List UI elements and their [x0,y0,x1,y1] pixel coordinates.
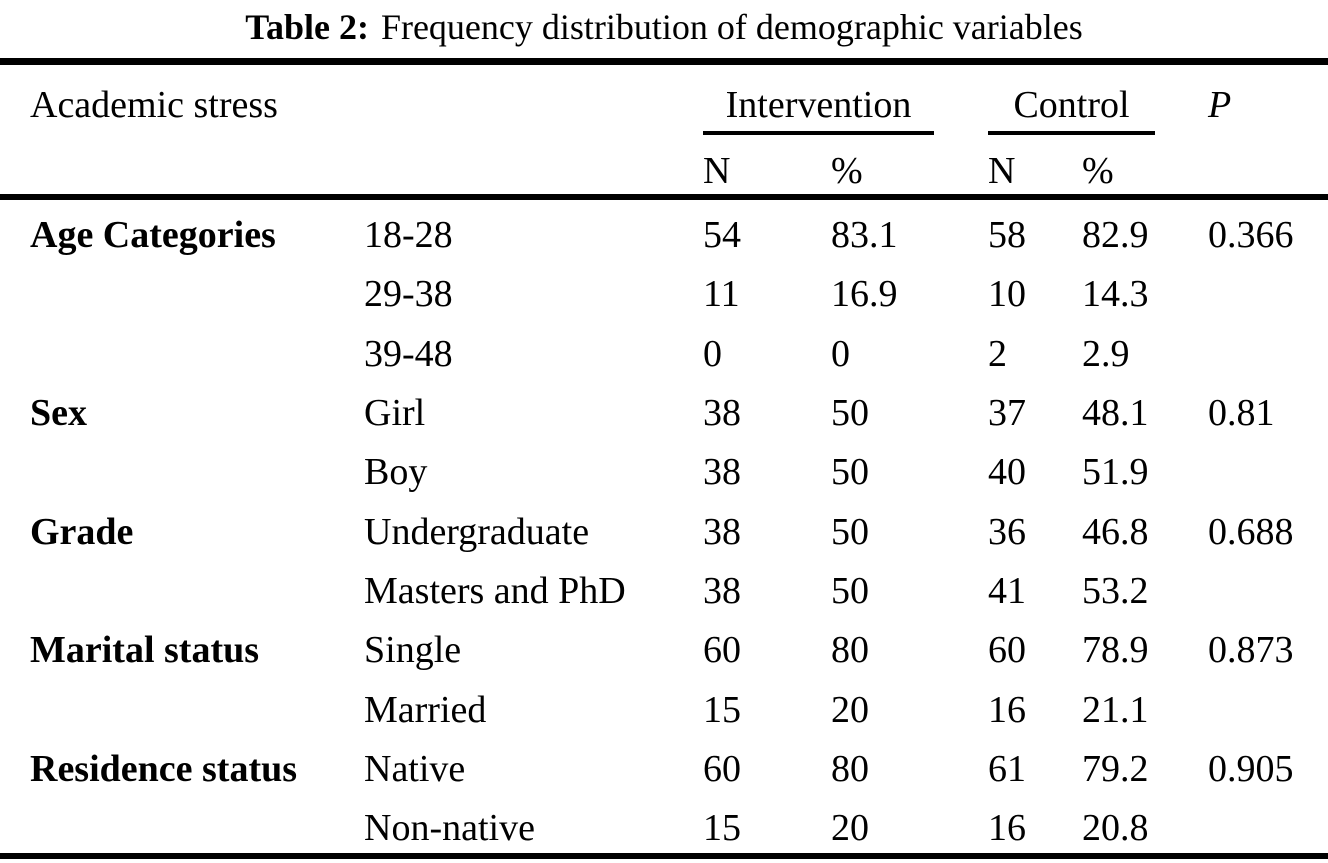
column-group-intervention: Intervention [725,84,912,126]
row-control-pct: 53.2 [1082,570,1149,612]
row-level: Married [364,689,487,731]
row-intervention-pct: 80 [831,629,869,671]
row-control-n: 41 [988,570,1026,612]
row-control-n: 40 [988,451,1026,493]
table-row: Non-native 15 20 16 20.8 [0,807,1328,857]
control-group-underline [988,131,1155,135]
row-control-n: 36 [988,511,1026,553]
row-level: Boy [364,451,428,493]
row-level: 29-38 [364,273,453,315]
subheader-intervention-pct: % [831,150,863,192]
table-row: Boy 38 50 40 51.9 [0,451,1328,501]
intervention-group-underline [703,131,934,135]
header-bottom-rule [0,194,1328,200]
row-control-pct: 51.9 [1082,451,1149,493]
row-intervention-pct: 50 [831,451,869,493]
bottom-rule [0,853,1328,859]
row-intervention-pct: 0 [831,333,850,375]
row-intervention-pct: 20 [831,689,869,731]
row-control-n: 10 [988,273,1026,315]
row-category: Age Categories [30,214,276,256]
row-control-n: 16 [988,807,1026,849]
row-level: Girl [364,392,426,434]
subheader-control-n: N [988,150,1016,192]
row-control-pct: 82.9 [1082,214,1149,256]
table-header-row: Academic stress Intervention Control P [0,84,1328,130]
table-row: Married 15 20 16 21.1 [0,689,1328,739]
row-intervention-pct: 80 [831,748,869,790]
row-category: Residence status [30,748,298,790]
row-intervention-n: 38 [703,570,741,612]
row-level: Undergraduate [364,511,590,553]
subheader-intervention-n: N [703,150,731,192]
row-level: 39-48 [364,333,453,375]
row-p-value: 0.688 [1208,511,1294,553]
column-header-academic-stress: Academic stress [30,84,278,126]
table-row: Marital status Single 60 80 60 78.9 0.87… [0,629,1328,679]
row-control-pct: 2.9 [1082,333,1130,375]
row-control-pct: 21.1 [1082,689,1149,731]
row-intervention-n: 15 [703,689,741,731]
row-intervention-pct: 50 [831,511,869,553]
row-control-pct: 46.8 [1082,511,1149,553]
row-intervention-n: 0 [703,333,722,375]
table-row: Sex Girl 38 50 37 48.1 0.81 [0,392,1328,442]
table-row: Grade Undergraduate 38 50 36 46.8 0.688 [0,511,1328,561]
table-row: 29-38 11 16.9 10 14.3 [0,273,1328,323]
row-level: Masters and PhD [364,570,626,612]
row-category: Sex [30,392,87,434]
row-level: Native [364,748,466,790]
row-intervention-pct: 20 [831,807,869,849]
table-row: Residence status Native 60 80 61 79.2 0.… [0,748,1328,798]
column-header-p: P [1208,84,1232,126]
row-control-pct: 78.9 [1082,629,1149,671]
row-category: Grade [30,511,134,553]
table-caption-number: Table 2: [245,7,369,47]
row-intervention-n: 60 [703,629,741,671]
row-control-pct: 79.2 [1082,748,1149,790]
row-control-n: 60 [988,629,1026,671]
row-control-n: 61 [988,748,1026,790]
row-p-value: 0.81 [1208,392,1275,434]
row-intervention-pct: 50 [831,392,869,434]
row-intervention-pct: 83.1 [831,214,898,256]
row-control-n: 37 [988,392,1026,434]
row-intervention-n: 54 [703,214,741,256]
table-caption: Table 2: Frequency distribution of demogr… [0,4,1328,50]
table-subheader-row: N % N % [0,150,1328,194]
table-row: Masters and PhD 38 50 41 53.2 [0,570,1328,620]
row-level: Single [364,629,462,671]
row-p-value: 0.905 [1208,748,1294,790]
row-intervention-pct: 16.9 [831,273,898,315]
row-intervention-n: 38 [703,451,741,493]
row-level: 18-28 [364,214,453,256]
table-row: Age Categories 18-28 54 83.1 58 82.9 0.3… [0,214,1328,264]
row-intervention-n: 38 [703,511,741,553]
column-group-control: Control [1013,84,1130,126]
row-control-pct: 48.1 [1082,392,1149,434]
row-control-pct: 20.8 [1082,807,1149,849]
row-level: Non-native [364,807,535,849]
row-control-pct: 14.3 [1082,273,1149,315]
row-category: Marital status [30,629,260,671]
row-control-n: 58 [988,214,1026,256]
row-intervention-n: 60 [703,748,741,790]
row-p-value: 0.366 [1208,214,1294,256]
subheader-control-pct: % [1082,150,1114,192]
row-intervention-n: 15 [703,807,741,849]
row-p-value: 0.873 [1208,629,1294,671]
row-intervention-n: 38 [703,392,741,434]
row-control-n: 16 [988,689,1026,731]
row-intervention-pct: 50 [831,570,869,612]
row-intervention-n: 11 [703,273,740,315]
row-control-n: 2 [988,333,1007,375]
table-caption-title: Frequency distribution of demographic va… [380,7,1083,47]
top-rule [0,58,1328,65]
table-row: 39-48 0 0 2 2.9 [0,333,1328,383]
